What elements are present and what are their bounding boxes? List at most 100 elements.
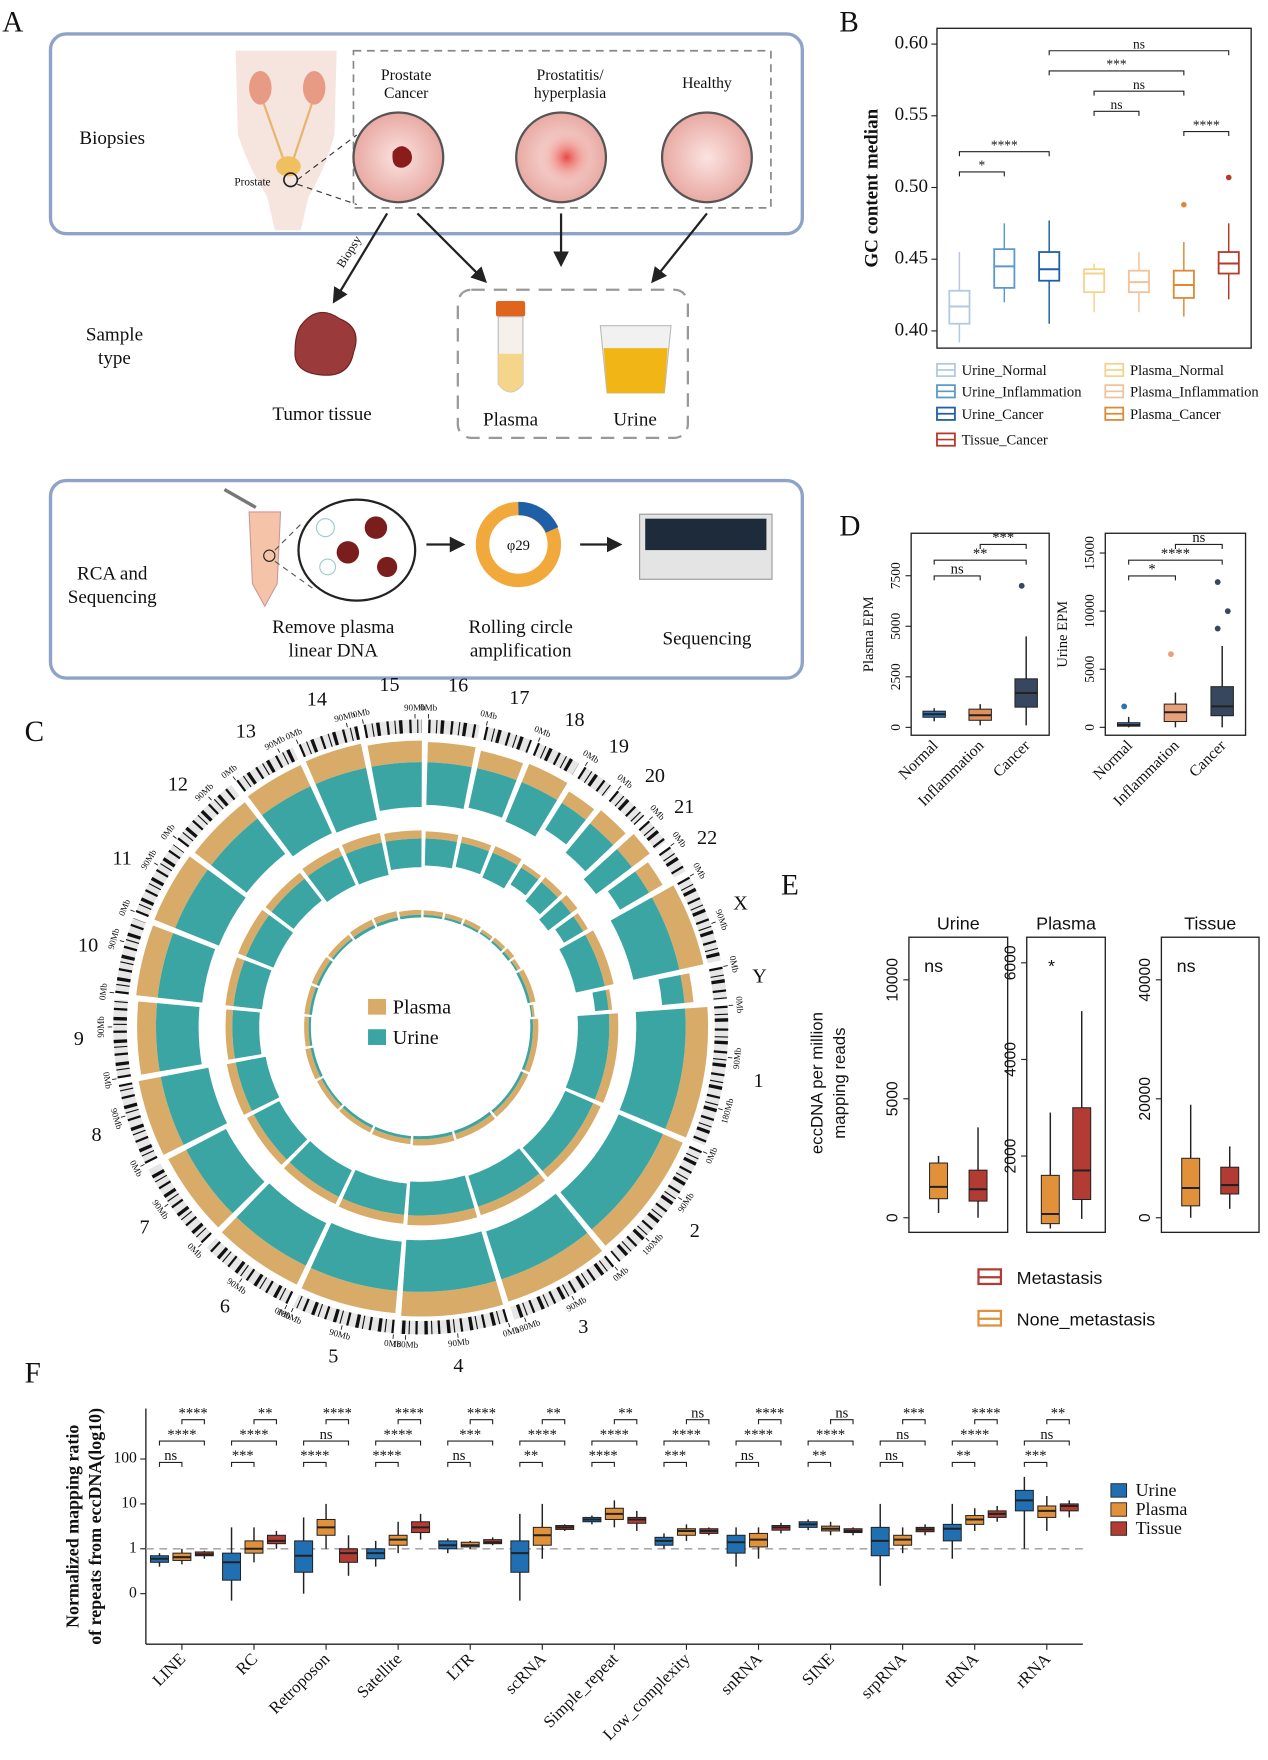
significance: **** — [991, 137, 1018, 152]
tick — [345, 722, 348, 728]
legend-label: None_metastasis — [1017, 1309, 1156, 1330]
y-axis-label: of repeats from eccDNA(log10) — [85, 1408, 106, 1645]
track-bar — [463, 919, 481, 931]
track-bar — [302, 847, 343, 877]
position-label: 0Mb — [691, 861, 708, 881]
box — [532, 1526, 552, 1546]
track-bar — [486, 1193, 588, 1280]
bracket — [253, 1419, 277, 1425]
y-tick-label: 40000 — [1137, 958, 1154, 1002]
track-bar — [225, 1009, 235, 1060]
track-bar — [271, 878, 322, 929]
position-label: 0Mb — [117, 897, 133, 917]
chromosome-label: 3 — [578, 1316, 588, 1338]
subplot-title: Plasma — [1036, 913, 1096, 933]
ideogram-bands — [610, 1145, 703, 1262]
bracket — [541, 1419, 566, 1425]
label: Plasma — [483, 410, 539, 431]
significance: ** — [618, 1405, 633, 1421]
subplot-title: Tissue — [1184, 913, 1236, 933]
box — [1072, 1107, 1092, 1201]
tick — [197, 1243, 202, 1248]
position-label: 90Mb — [731, 1047, 743, 1070]
bracket — [447, 1461, 471, 1467]
position-label: 0Mb — [219, 762, 239, 780]
track-bar — [339, 1107, 373, 1133]
ideogram-bands — [298, 726, 361, 758]
chromosome-label: 2 — [690, 1220, 700, 1242]
box — [1220, 1166, 1240, 1195]
track-bar — [492, 937, 506, 950]
tick — [649, 816, 654, 821]
box — [1210, 686, 1234, 717]
significance: ns — [1177, 956, 1196, 976]
plasma — [498, 353, 523, 392]
track-bar — [283, 1162, 339, 1205]
zoom — [274, 521, 315, 590]
position-label: 0Mb — [101, 1071, 114, 1090]
position-label: 180Mb — [392, 1339, 419, 1350]
y-axis-label: Normalized mapping ratio — [63, 1425, 83, 1628]
track-bar — [345, 842, 389, 885]
bracket — [397, 1419, 422, 1425]
outlier — [1214, 625, 1221, 632]
box — [942, 1523, 962, 1542]
bracket — [1048, 50, 1230, 56]
track-bar — [309, 987, 319, 1015]
label: hyperplasia — [534, 85, 606, 102]
significance: ** — [1051, 1405, 1066, 1421]
track-bar — [225, 957, 245, 1007]
significance: **** — [1161, 546, 1190, 562]
kidney — [302, 70, 326, 105]
significance: ** — [258, 1405, 273, 1421]
bracket — [879, 1461, 904, 1467]
track-bar — [424, 838, 458, 869]
chromosome-label: 1 — [753, 1070, 763, 1092]
track-bar — [427, 742, 476, 768]
tick — [140, 1163, 145, 1167]
y-tick-label: 5000 — [1082, 656, 1097, 683]
track-bar — [311, 957, 331, 986]
position-label: 90Mb — [106, 927, 122, 951]
bracket — [1023, 1461, 1048, 1467]
box — [676, 1528, 696, 1536]
bracket — [757, 1419, 782, 1425]
plot-frame — [1104, 532, 1247, 736]
track-bar — [315, 767, 377, 833]
chromosome-label: X — [733, 893, 748, 915]
row-label: RCA and — [77, 563, 148, 584]
track-bar — [331, 938, 353, 960]
tick — [164, 1203, 169, 1208]
track-bar — [491, 940, 503, 952]
tick — [284, 1304, 288, 1310]
track-bar — [221, 1217, 306, 1285]
bracket — [902, 1419, 926, 1425]
y-tick-label: 0.45 — [895, 248, 928, 269]
chromosome-label: 8 — [91, 1124, 101, 1146]
bubble — [319, 558, 337, 576]
tick — [119, 940, 125, 943]
bracket — [1183, 130, 1230, 137]
track-bar — [341, 832, 382, 855]
position-label: 90Mb — [404, 702, 426, 712]
sequencer-screen — [645, 518, 767, 551]
label: Urine — [613, 410, 656, 431]
y-tick-label: 7500 — [888, 562, 903, 589]
bracket — [807, 1461, 832, 1467]
plot-frame — [1026, 936, 1106, 1234]
track-bar — [525, 882, 558, 915]
track-bar — [560, 894, 578, 914]
track-bar — [541, 877, 563, 898]
outlier — [1214, 579, 1221, 585]
track-bar — [542, 1103, 601, 1178]
track-bar — [616, 834, 650, 868]
track-bar — [186, 1128, 265, 1214]
track-bar — [503, 948, 515, 960]
outlier — [1018, 582, 1025, 589]
ideogram — [293, 1294, 395, 1334]
significance: ns — [1133, 37, 1145, 52]
ideogram-bands — [293, 1294, 395, 1334]
tick — [120, 1115, 126, 1118]
bracket — [951, 1440, 998, 1446]
track-bar — [385, 838, 422, 871]
